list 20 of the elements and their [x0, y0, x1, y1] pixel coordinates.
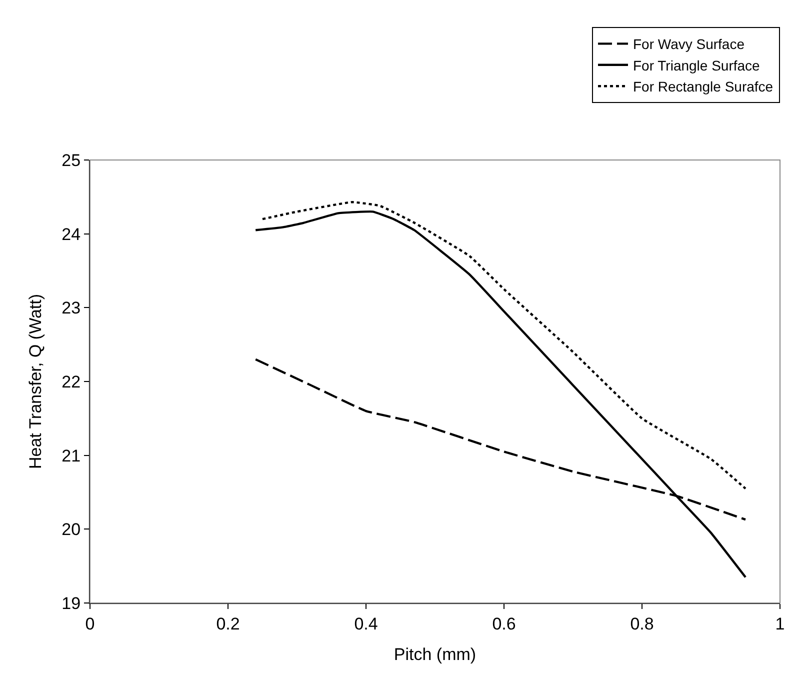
y-tick-label: 20	[62, 520, 81, 540]
y-tick-label: 25	[62, 150, 81, 170]
x-tick-label: 1	[775, 614, 785, 634]
x-tick-label: 0.6	[492, 614, 516, 634]
legend-label: For Wavy Surface	[633, 36, 745, 52]
y-tick-label: 24	[62, 224, 81, 244]
y-tick-label: 19	[62, 594, 81, 613]
x-tick-label: 0.2	[216, 614, 240, 634]
y-tick-label: 23	[62, 298, 81, 318]
x-tick-label: 0.8	[630, 614, 654, 634]
y-tick-label: 21	[62, 446, 81, 466]
y-tick-label: 22	[62, 372, 81, 392]
legend-label: For Triangle Surface	[633, 57, 760, 74]
x-tick-label: 0.4	[354, 614, 378, 634]
x-axis-title: Pitch (mm)	[394, 644, 476, 664]
legend-label: For Rectangle Surafce	[633, 78, 774, 95]
y-axis-title: Heat Transfer, Q (Watt)	[26, 294, 46, 470]
x-tick-label: 0	[85, 614, 95, 634]
line-series	[261, 200, 747, 490]
line-series	[254, 210, 747, 578]
